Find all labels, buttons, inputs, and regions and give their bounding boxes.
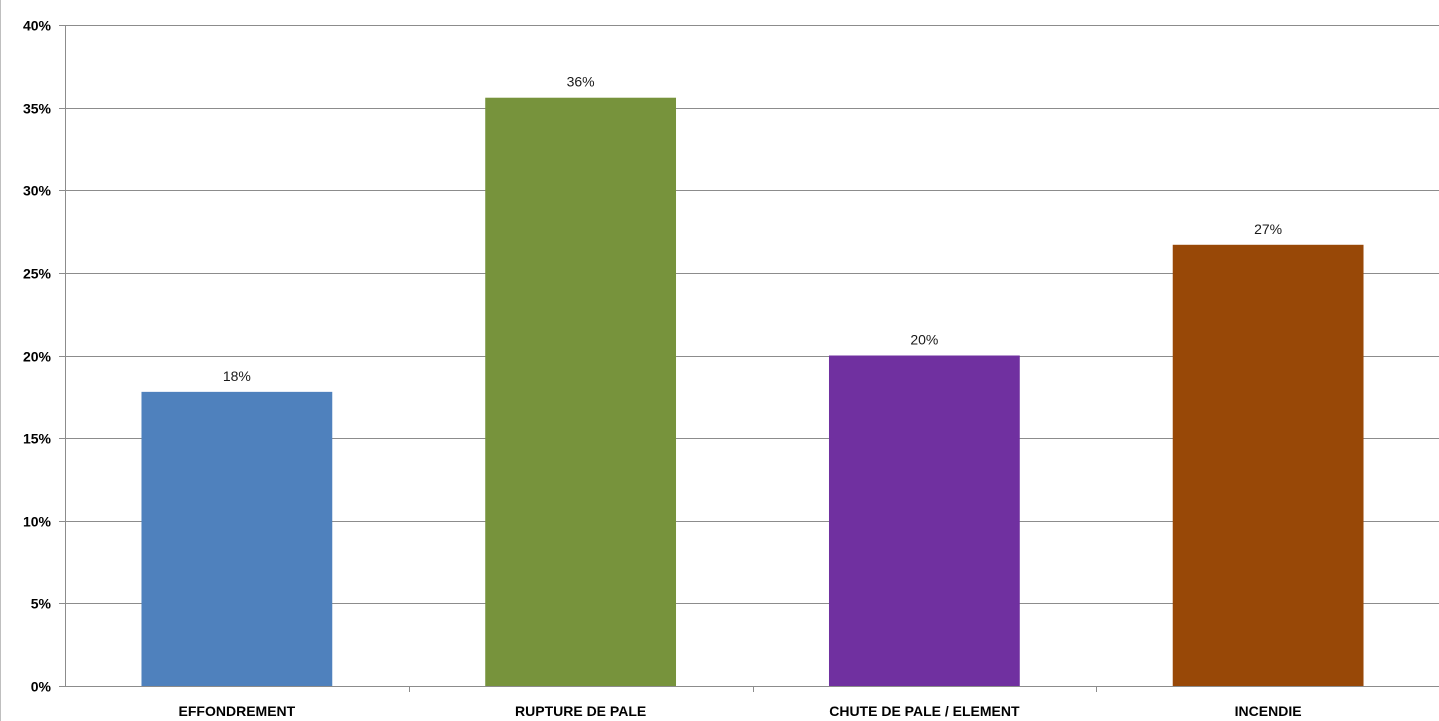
y-tick-label: 10% <box>23 514 52 530</box>
data-label: 20% <box>910 332 938 348</box>
data-label: 18% <box>223 368 251 384</box>
x-category-label: INCENDIE <box>1235 703 1302 719</box>
data-label: 27% <box>1254 221 1282 237</box>
x-category-label: RUPTURE DE PALE <box>515 703 646 719</box>
y-tick-label: 35% <box>23 101 52 117</box>
y-tick-label: 0% <box>31 679 52 695</box>
bars <box>141 98 1363 686</box>
y-tick-label: 40% <box>23 18 52 34</box>
bar-incendie <box>1173 245 1364 686</box>
data-label: 36% <box>567 74 595 90</box>
bar-effondrement <box>141 392 332 686</box>
y-tick-label: 5% <box>31 596 52 612</box>
y-tick-label: 15% <box>23 431 52 447</box>
x-category-label: EFFONDREMENT <box>179 703 296 719</box>
bar-rupture-de-pale <box>485 98 676 686</box>
y-tick-label: 30% <box>23 183 52 199</box>
bar-chute-de-pale-element <box>829 356 1020 687</box>
y-tick-label: 20% <box>23 349 52 365</box>
x-category-label: CHUTE DE PALE / ELEMENT <box>829 703 1020 719</box>
y-tick-label: 25% <box>23 266 52 282</box>
